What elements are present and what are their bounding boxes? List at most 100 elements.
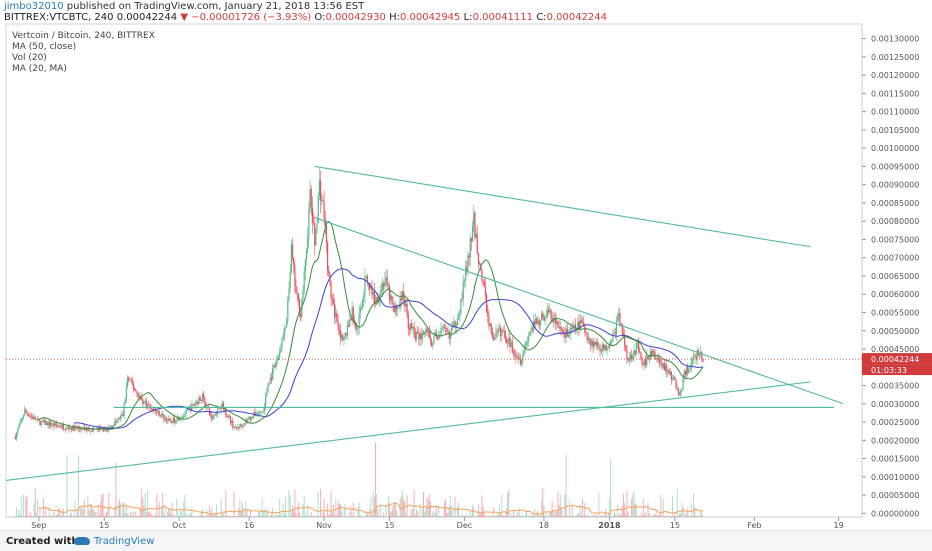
volume-bar xyxy=(191,507,193,517)
volume-bar xyxy=(592,514,594,517)
volume-bar xyxy=(621,506,623,517)
candle-body xyxy=(337,321,339,330)
candle-body xyxy=(384,281,386,287)
candle-body xyxy=(598,346,600,348)
candle-body xyxy=(467,255,469,272)
candle-body xyxy=(24,409,26,416)
candle-body xyxy=(700,351,702,354)
candle-body xyxy=(334,303,336,318)
candle-body xyxy=(252,416,254,419)
close-label: C: xyxy=(536,12,547,23)
candle-body xyxy=(557,321,559,327)
volume-bar xyxy=(183,501,185,517)
candle-body xyxy=(134,388,136,391)
candle-body xyxy=(646,355,648,366)
candle-body xyxy=(535,318,537,325)
down-arrow-icon: ▼ xyxy=(180,12,189,23)
time-axis[interactable]: Sep 15 Oct 16 Nov 15 Dec 18 2018 15 Feb 19 xyxy=(31,517,844,530)
price-chart[interactable]: 0.00000000 0.00005000 0.00010000 0.00015000… xyxy=(0,0,932,530)
candle-body xyxy=(606,347,608,351)
volume-bar xyxy=(375,442,377,517)
volume-bar xyxy=(363,516,365,517)
candle-body xyxy=(609,341,612,347)
price-tick-label: 0.00005000 xyxy=(871,491,919,500)
candle-body xyxy=(505,338,508,343)
candle-body xyxy=(690,361,692,370)
volume-bar xyxy=(102,494,104,517)
volume-bar xyxy=(223,514,225,517)
candle-body xyxy=(351,307,353,320)
volume-bar xyxy=(480,513,482,517)
volume-bar xyxy=(53,511,55,517)
price-tick-label: 0.00110000 xyxy=(871,108,919,117)
tradingview-link[interactable]: TradingView xyxy=(94,536,155,547)
author-link[interactable]: jimbo32010 xyxy=(4,1,64,12)
legend-volume[interactable]: Vol (20) xyxy=(12,53,47,63)
candle-body xyxy=(398,307,400,309)
candle-body xyxy=(529,331,531,336)
candle-body xyxy=(370,286,372,289)
volume-bar xyxy=(178,516,180,517)
candle-body xyxy=(508,337,510,344)
volume-bar xyxy=(538,515,540,517)
candle-body xyxy=(365,276,367,277)
volume-bar xyxy=(668,516,670,517)
volume-bar xyxy=(417,511,419,517)
volume-bar xyxy=(578,513,580,517)
candle-body xyxy=(45,420,47,425)
volume-bar xyxy=(284,497,286,517)
candle-body xyxy=(586,334,588,341)
candle-body xyxy=(525,341,527,345)
candle-body xyxy=(546,310,549,317)
volume-bar xyxy=(245,501,247,517)
legend-series-title[interactable]: Vertcoin / Bitcoin, 240, BITTREX xyxy=(12,31,155,41)
volume-bar xyxy=(451,510,453,517)
open-value: 0.00042930 xyxy=(325,12,386,23)
candle-body xyxy=(538,320,540,326)
volume-bar xyxy=(557,491,559,517)
candle-body xyxy=(62,424,64,430)
candle-body xyxy=(567,334,570,337)
legend-ma20[interactable]: MA (20, MA) xyxy=(12,64,67,74)
candle-body xyxy=(144,400,146,402)
candle-body xyxy=(284,327,287,329)
volume-bar xyxy=(148,511,150,517)
candle-body xyxy=(153,408,156,410)
volume-bar xyxy=(78,454,80,517)
tradingview-cloud-icon[interactable] xyxy=(74,537,90,545)
candle-body xyxy=(125,386,128,399)
volume-bar xyxy=(41,516,43,517)
candle-body xyxy=(640,352,642,361)
trend-lines[interactable] xyxy=(5,165,844,482)
candle-body xyxy=(275,360,277,368)
volume-bar xyxy=(518,508,520,517)
candle-body xyxy=(222,403,225,409)
volume-bar xyxy=(647,503,649,517)
candle-body xyxy=(528,335,530,342)
volume-bar xyxy=(346,516,348,517)
candle-body xyxy=(255,415,257,417)
price-axis[interactable]: 0.00000000 0.00005000 0.00010000 0.00015000… xyxy=(862,35,919,519)
volume-bar xyxy=(322,512,324,517)
candle-body xyxy=(371,286,373,295)
volume-bar xyxy=(192,516,194,517)
legend-ma50[interactable]: MA (50, close) xyxy=(12,42,77,52)
candle-body xyxy=(77,428,80,429)
volume-bar xyxy=(198,515,200,517)
candle-body xyxy=(328,270,330,275)
volume-bar xyxy=(626,490,628,517)
volume-bar xyxy=(364,515,366,517)
volume-bar xyxy=(61,510,63,517)
candle-body xyxy=(621,323,623,334)
volume-bar xyxy=(145,512,147,517)
candle-body xyxy=(542,313,544,318)
candle-body xyxy=(160,414,163,417)
volume-bar xyxy=(111,515,113,517)
candle-body xyxy=(669,371,671,375)
price-tick-label: 0.00100000 xyxy=(871,144,919,153)
volume-bar xyxy=(168,508,170,517)
volume-bar xyxy=(217,515,219,517)
volume-bar xyxy=(296,516,298,517)
volume-bar xyxy=(665,516,667,517)
candle-body xyxy=(295,285,297,294)
